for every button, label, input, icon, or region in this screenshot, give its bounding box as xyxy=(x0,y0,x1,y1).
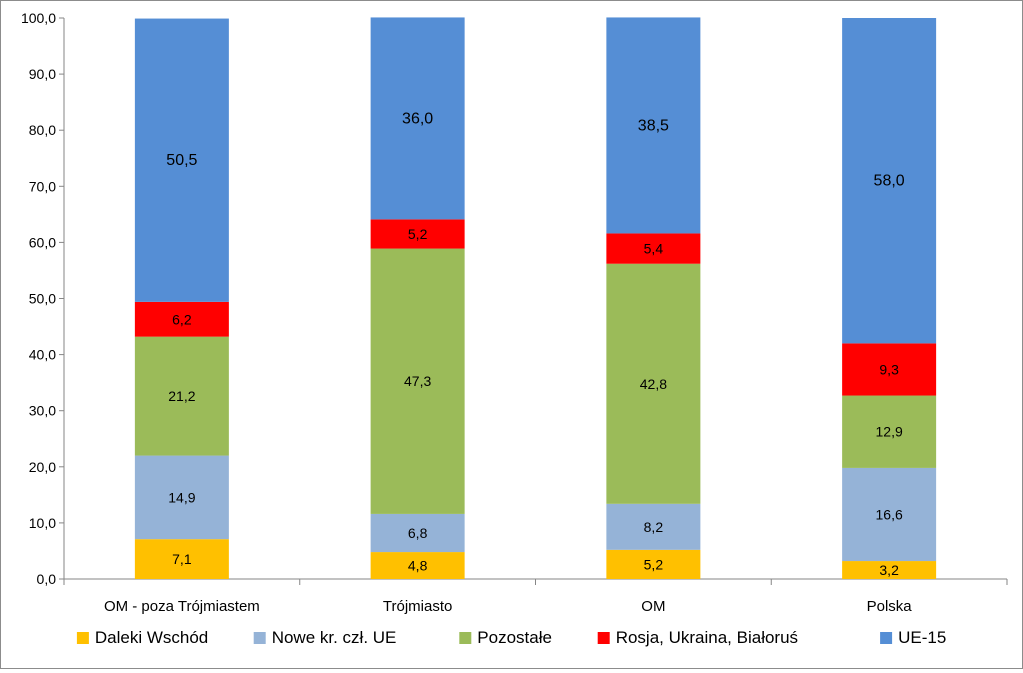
legend-label: UE-15 xyxy=(898,628,946,647)
data-label: 47,3 xyxy=(404,373,431,389)
data-label: 12,9 xyxy=(876,424,903,440)
data-label: 5,2 xyxy=(644,556,664,572)
data-label: 4,8 xyxy=(408,558,428,574)
bar-segment xyxy=(606,17,701,234)
data-label: 6,8 xyxy=(408,525,428,541)
y-tick-label: 70,0 xyxy=(29,178,56,194)
bar-segment xyxy=(842,467,937,562)
data-label: 58,0 xyxy=(874,173,905,190)
y-tick-label: 60,0 xyxy=(29,234,56,250)
x-category-label: Trójmiasto xyxy=(383,598,452,615)
data-label: 14,9 xyxy=(168,489,195,505)
bar-segment xyxy=(842,561,937,579)
data-label: 5,2 xyxy=(408,226,428,242)
y-tick-label: 20,0 xyxy=(29,459,56,475)
bar-segment xyxy=(370,17,465,220)
bar-segment xyxy=(842,343,937,396)
y-tick-label: 0,0 xyxy=(37,571,57,587)
data-label: 5,4 xyxy=(644,241,664,257)
data-label: 8,2 xyxy=(644,519,664,535)
bar-segment xyxy=(842,395,937,468)
bar-segment xyxy=(134,455,229,540)
y-tick-label: 80,0 xyxy=(29,122,56,138)
legend-swatch xyxy=(76,632,89,644)
y-tick-label: 10,0 xyxy=(29,515,56,531)
bar-segment xyxy=(134,336,229,456)
x-category-label: OM xyxy=(641,598,665,615)
data-label: 36,0 xyxy=(402,110,433,127)
y-tick-label: 40,0 xyxy=(29,347,56,363)
x-category-label: OM - poza Trójmiastem xyxy=(104,598,260,615)
x-category-label: Polska xyxy=(867,598,913,615)
bar-segment xyxy=(370,513,465,553)
data-label: 38,5 xyxy=(638,117,669,134)
bar-segment xyxy=(134,301,229,337)
y-tick-label: 90,0 xyxy=(29,66,56,82)
y-tick-label: 50,0 xyxy=(29,291,56,307)
bar-segment xyxy=(606,263,701,504)
bar-segment xyxy=(606,549,701,579)
bar-segment xyxy=(370,219,465,249)
bar-segment xyxy=(370,248,465,514)
data-label: 7,1 xyxy=(172,551,192,567)
data-label: 16,6 xyxy=(876,506,903,522)
bar-segment xyxy=(134,539,229,579)
legend-swatch xyxy=(459,632,472,644)
bar-segment xyxy=(606,233,701,264)
data-label: 9,3 xyxy=(879,361,899,377)
legend-label: Pozostałe xyxy=(477,628,552,647)
data-label: 42,8 xyxy=(640,376,667,392)
bar-segment xyxy=(134,18,229,302)
bar-segment xyxy=(842,18,937,344)
y-tick-label: 30,0 xyxy=(29,403,56,419)
bar-segment xyxy=(370,552,465,579)
legend-swatch xyxy=(880,632,893,644)
legend-swatch xyxy=(597,632,610,644)
y-tick-label: 100,0 xyxy=(21,10,56,26)
data-label: 3,2 xyxy=(879,562,899,578)
bar-segment xyxy=(606,503,701,550)
data-label: 6,2 xyxy=(172,311,192,327)
legend-label: Nowe kr. czł. UE xyxy=(272,628,397,647)
legend-label: Daleki Wschód xyxy=(95,628,208,647)
legend-label: Rosja, Ukraina, Białoruś xyxy=(616,628,798,647)
data-label: 21,2 xyxy=(168,388,195,404)
data-label: 50,5 xyxy=(166,152,197,169)
legend-swatch xyxy=(253,632,266,644)
